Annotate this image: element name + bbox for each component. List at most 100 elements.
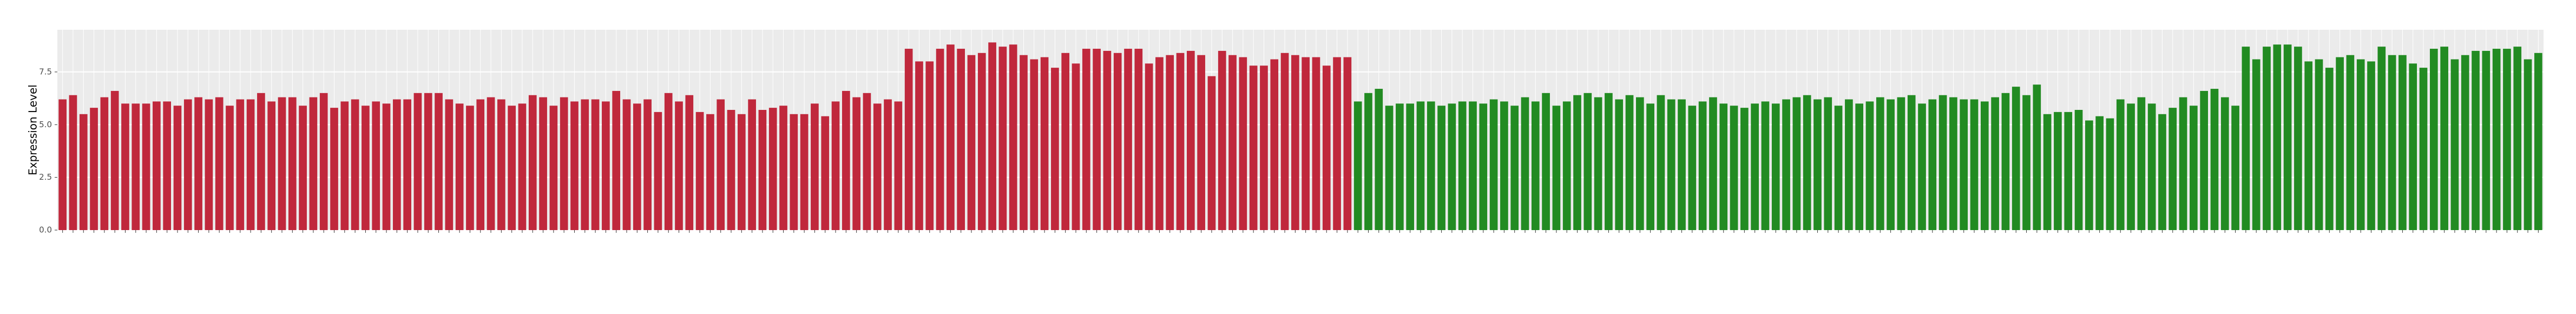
bar [1406,103,1415,230]
bar [1448,103,1456,230]
bar [455,103,464,230]
bar [2179,97,2187,230]
bar [1928,99,1937,230]
bar [1479,103,1488,230]
bar [1176,53,1185,230]
bar [1040,57,1049,230]
bar [602,101,610,230]
bar [1688,106,1697,230]
bar [2367,61,2375,230]
bar [2158,114,2166,230]
bar [1322,66,1331,231]
bar [2503,49,2511,230]
bar [299,106,307,230]
bar [1730,106,1738,230]
bar [560,97,568,230]
bar [1416,101,1425,230]
bar [1970,99,1979,230]
bar [2095,116,2104,230]
bar [2252,59,2260,231]
bar [967,55,976,230]
bar [2200,90,2209,230]
bar [664,93,673,230]
bar [717,99,725,230]
bar [2273,44,2282,231]
bar [1938,95,1947,230]
bar [382,103,391,230]
bar [1782,99,1790,230]
bar [413,93,422,230]
bar [1291,55,1299,230]
y-tick-label: 5.0 [39,120,52,129]
bar [1260,66,1268,231]
bar [2168,108,2177,230]
bar [1865,101,1874,230]
bar [1145,63,1153,230]
bar [183,99,192,230]
bar [821,116,830,230]
bar [2377,47,2386,230]
bar [2116,99,2125,230]
bar [831,101,840,230]
bar [2472,50,2480,231]
bar [842,90,850,230]
bar [518,103,527,230]
bar [1615,99,1624,230]
bar [2001,93,2010,230]
bar [2231,106,2239,230]
bar [2242,47,2250,230]
bar [2524,59,2532,231]
bar [1698,101,1707,230]
bar [1280,53,1289,230]
bar [351,99,359,230]
bar [309,97,318,230]
bar [1573,95,1581,230]
bar [758,110,767,230]
bar [1082,49,1090,230]
bar [2513,47,2522,230]
bar [69,95,77,230]
bar [1396,103,1404,230]
bar [362,106,370,230]
bar [1207,76,1216,230]
bar [1562,101,1571,230]
bar [1009,44,1017,231]
bar [591,99,600,230]
y-tick-label: 0.0 [39,225,52,235]
bar [163,101,172,230]
bar [612,90,621,230]
bar [1834,106,1843,230]
bar [2336,57,2344,230]
bar [894,101,903,230]
bar [1061,53,1070,230]
bar [2022,95,2030,230]
bar [915,61,923,230]
bar [1166,55,1174,230]
bar [205,99,213,230]
bar [2137,97,2146,230]
bar [1353,101,1362,230]
bar [1343,57,1352,230]
bar [1375,89,1383,231]
bar [2147,103,2156,230]
bar [1113,53,1122,230]
bar [2064,112,2073,230]
bar [1437,106,1445,230]
bar [1531,101,1540,230]
bar [988,42,996,231]
bar [570,101,579,230]
bar [194,97,202,230]
bar [1583,93,1592,230]
bar [1761,101,1770,230]
bar [1051,68,1059,231]
bar [1897,97,1905,230]
bar [79,114,88,230]
bar [1239,57,1247,230]
bar [132,103,140,230]
bar [153,101,161,230]
bar [622,99,631,230]
bar [497,99,505,230]
bar [852,97,860,230]
bar [2482,50,2490,231]
